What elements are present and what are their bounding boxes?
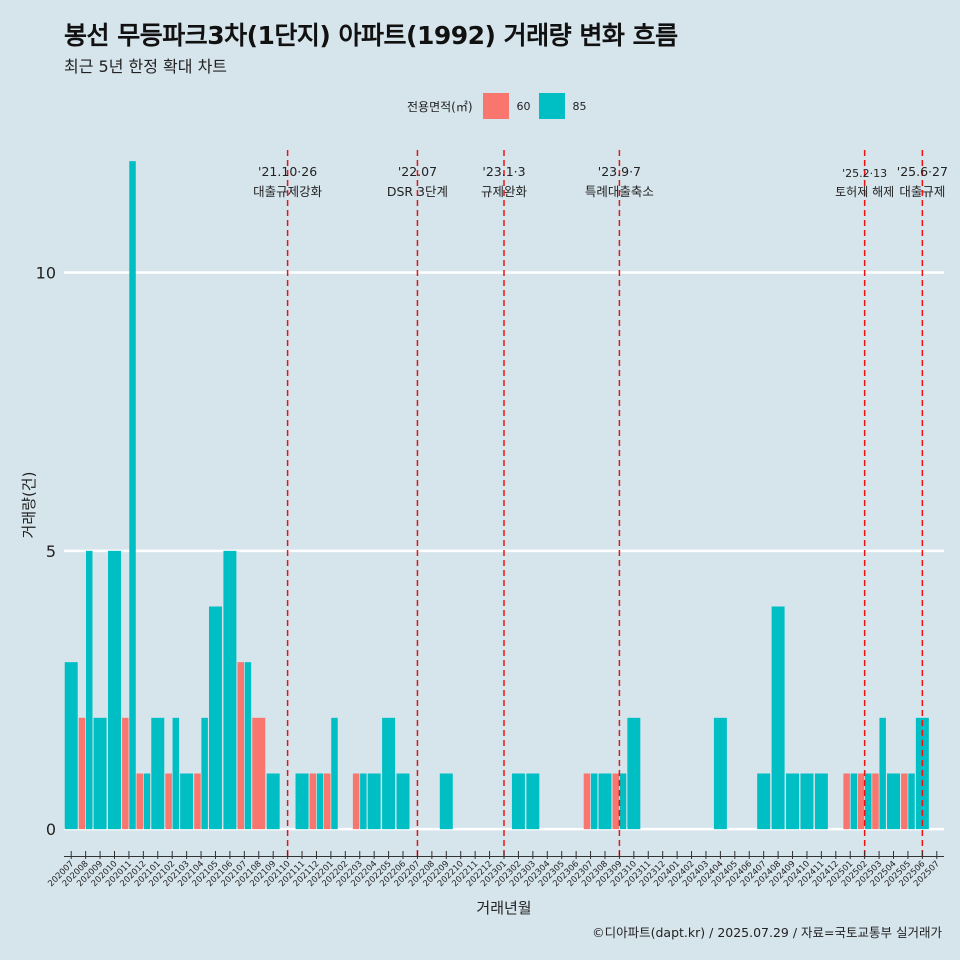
bar-202302-85 [511,773,525,830]
event-date-label: '25.6·27 [897,164,948,179]
legend-title: 전용면적(㎡) [407,99,473,114]
legend-label-85: 85 [572,99,587,113]
bar-202505-85 [908,773,915,830]
bar-202309-85 [619,773,627,830]
event-date-label: '22.07 [398,164,437,179]
bar-202102-60 [165,773,172,830]
bar-202106-85 [223,550,237,830]
bar-202501-60 [843,773,850,830]
bar-202012-85 [143,773,151,830]
event-label: DSR 3단계 [387,184,448,199]
event-label: 특례대출축소 [585,184,654,199]
bar-202408-85 [771,606,785,830]
bar-202104-60 [194,773,201,830]
bar-202503-60 [872,773,879,830]
bar-202502-60 [857,773,865,830]
event-label: 대출규제강화 [253,184,323,199]
bar-202309-60 [612,773,620,830]
legend-swatch-85 [538,93,565,119]
bar-202209-85 [439,773,453,830]
bar-202201-60 [324,773,331,830]
bar-202109-85 [266,773,280,830]
bar-202112-60 [309,773,317,830]
source-caption: ©디아파트(dapt.kr) / 2025.07.29 / 자료=국토교통부 실… [592,925,942,940]
event-date-label: '23.1·3 [482,164,525,179]
bar-202307-60 [583,773,591,830]
bar-202308-85 [598,773,612,830]
bar-202404-85 [713,717,727,830]
bar-202205-85 [382,717,396,830]
bar-202105-85 [208,606,222,830]
legend-swatch-60 [482,93,509,119]
bar-202203-85 [360,773,367,830]
bar-202104-85 [201,717,208,830]
bar-202009-85 [93,717,107,830]
bar-202204-85 [367,773,381,830]
bar-202107-60 [237,662,244,830]
bar-202411-85 [814,773,828,830]
legend-label-60: 60 [516,99,531,113]
bar-202008-60 [78,717,86,830]
chart-subtitle: 최근 5년 한정 확대 차트 [64,57,228,76]
bar-202102-85 [172,717,180,830]
bar-202010-85 [108,550,121,830]
bar-202410-85 [800,773,814,830]
bar-202504-85 [887,773,900,830]
bar-202101-85 [151,717,165,830]
bar-202303-85 [526,773,540,830]
bar-202502-85 [865,773,872,830]
bar-202407-85 [757,773,771,830]
y-tick-label: 10 [36,263,56,282]
bar-202307-85 [590,773,598,830]
bar-202310-85 [627,717,641,830]
y-tick-label: 5 [46,542,56,561]
y-tick-label: 0 [46,820,56,839]
event-lines: '21.10·26 대출규제강화 '22.07 DSR 3단계 '23.1·3 규제완화 '… [253,150,948,857]
event-label: 규제완화 [481,184,528,199]
bar-202011-60 [122,717,129,830]
event-label: 대출규제 [899,184,945,199]
bar-202112-85 [316,773,324,830]
x-axis-title: 거래년월 [476,899,531,917]
event-date-label: '21.10·26 [258,164,317,179]
bars [64,161,929,830]
bar-202103-85 [180,773,194,830]
bar-202206-85 [396,773,410,830]
bar-202011-85 [129,161,136,830]
legend: 전용면적(㎡) 60 85 [407,93,595,119]
bar-202503-85 [879,717,886,830]
event-label: 토허제 해제 [835,185,894,199]
event-date-label: '25.2·13 [842,167,887,180]
chart-title: 봉선 무등파크3차(1단지) 아파트(1992) 거래량 변화 흐름 [64,21,678,50]
bar-202501-85 [850,773,858,830]
bar-202203-60 [352,773,360,830]
bar-202012-60 [136,773,143,830]
bar-202108-60 [252,717,266,830]
bar-202107-85 [244,662,252,830]
event-date-label: '23.9·7 [598,164,641,179]
bar-202505-60 [901,773,908,830]
bar-202409-85 [786,773,800,830]
bar-202111-85 [295,773,309,830]
y-axis-title: 거래량(건) [20,472,38,539]
bar-202201-85 [331,717,338,830]
bar-202007-85 [64,662,78,830]
bar-202008-85 [86,550,93,830]
